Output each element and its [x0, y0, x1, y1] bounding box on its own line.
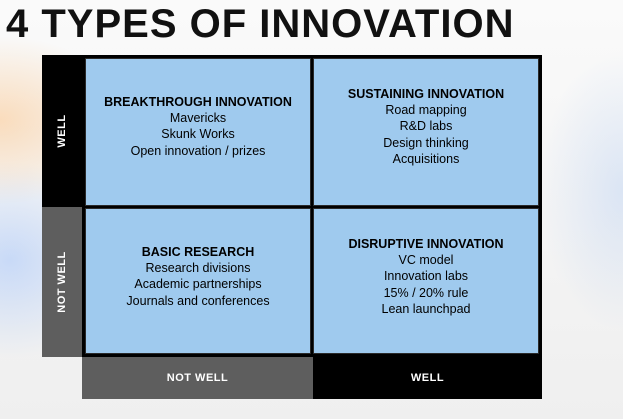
x-axis-label-not-well: NOT WELL — [166, 372, 229, 384]
y-axis-label-well: WELL — [56, 114, 68, 148]
page-title: 4 TYPES OF INNOVATION — [6, 2, 515, 46]
list-item: 15% / 20% rule — [383, 285, 469, 300]
y-axis-band-not-well: NOT WELL — [42, 207, 82, 357]
quadrant-list: VC model Innovation labs 15% / 20% rule … — [382, 252, 471, 318]
list-item: Research divisions — [145, 260, 251, 275]
list-item: Design thinking — [383, 135, 469, 150]
quadrant-title: DISRUPTIVE INNOVATION — [348, 236, 504, 251]
list-item: Open innovation / prizes — [130, 143, 266, 158]
x-axis-label-well: WELL — [410, 372, 445, 384]
quadrant-title: BREAKTHROUGH INNOVATION — [104, 94, 292, 109]
y-axis-band-well: WELL — [42, 55, 82, 207]
x-axis-band-well: WELL — [313, 357, 542, 399]
list-item: VC model — [398, 252, 454, 267]
quadrant-list: Mavericks Skunk Works Open innovation / … — [131, 110, 266, 160]
quadrant-disruptive-innovation: DISRUPTIVE INNOVATION VC model Innovatio… — [313, 208, 539, 354]
innovation-matrix: BREAKTHROUGH INNOVATION Mavericks Skunk … — [82, 55, 542, 357]
quadrant-title: BASIC RESEARCH — [141, 244, 255, 259]
list-item: Lean launchpad — [381, 302, 471, 316]
quadrant-list: Research divisions Academic partnerships… — [126, 260, 269, 310]
list-item: Mavericks — [169, 110, 227, 125]
list-item: R&D labs — [399, 119, 453, 133]
list-item: Journals and conferences — [126, 293, 270, 308]
quadrant-title: SUSTAINING INNOVATION — [347, 86, 505, 101]
list-item: Acquisitions — [392, 152, 460, 166]
list-item: Skunk Works — [161, 127, 235, 142]
quadrant-list: Road mapping R&D labs Design thinking Ac… — [383, 102, 468, 168]
x-axis-band-not-well: NOT WELL — [82, 357, 313, 399]
quadrant-basic-research: BASIC RESEARCH Research divisions Academ… — [85, 208, 311, 354]
list-item: Road mapping — [385, 102, 467, 117]
quadrant-breakthrough-innovation: BREAKTHROUGH INNOVATION Mavericks Skunk … — [85, 58, 311, 206]
y-axis-label-not-well: NOT WELL — [56, 251, 68, 313]
list-item: Innovation labs — [383, 269, 469, 283]
quadrant-sustaining-innovation: SUSTAINING INNOVATION Road mapping R&D l… — [313, 58, 539, 206]
list-item: Academic partnerships — [134, 277, 262, 292]
